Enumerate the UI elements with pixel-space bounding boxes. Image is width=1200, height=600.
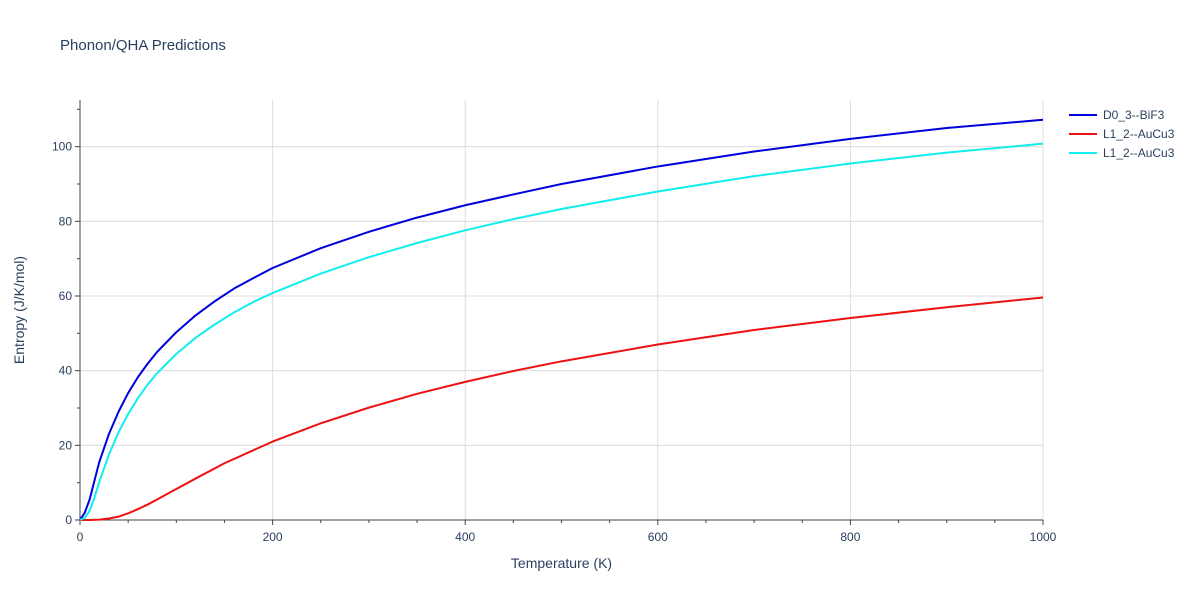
axes: 0 200 400 600 800 1000 0 20 40 60 80 100 xyxy=(52,100,1057,544)
x-axis-title: Temperature (K) xyxy=(511,555,612,571)
chart-title: Phonon/QHA Predictions xyxy=(60,37,226,54)
y-tick-label: 100 xyxy=(52,140,72,154)
y-tick-label: 20 xyxy=(59,438,73,452)
x-tick-label: 600 xyxy=(648,530,668,544)
legend-label: L1_2--AuCu3 xyxy=(1103,127,1175,141)
y-tick-label: 0 xyxy=(65,513,72,527)
series-line-3 xyxy=(79,142,1044,521)
legend-item-1[interactable]: D0_3--BiF3 xyxy=(1069,108,1165,122)
legend-label: L1_2--AuCu3 xyxy=(1103,146,1175,160)
legend-label: D0_3--BiF3 xyxy=(1103,108,1165,122)
legend-item-3[interactable]: L1_2--AuCu3 xyxy=(1069,146,1175,160)
series-layer xyxy=(79,118,1044,521)
y-axis-title: Entropy (J/K/mol) xyxy=(11,256,27,364)
series-line-2 xyxy=(80,296,1044,521)
y-tick-label: 80 xyxy=(59,214,73,228)
x-tick-label: 0 xyxy=(77,530,84,544)
grid-lines xyxy=(80,100,1044,520)
y-tick-label: 40 xyxy=(59,364,73,378)
x-tick-label: 200 xyxy=(263,530,283,544)
series-line-1 xyxy=(79,118,1044,521)
y-tick-label: 60 xyxy=(59,289,73,303)
legend[interactable]: D0_3--BiF3 L1_2--AuCu3 L1_2--AuCu3 xyxy=(1069,108,1175,160)
legend-item-2[interactable]: L1_2--AuCu3 xyxy=(1069,127,1175,141)
x-tick-label: 1000 xyxy=(1030,530,1057,544)
x-tick-label: 800 xyxy=(840,530,860,544)
x-tick-label: 400 xyxy=(455,530,475,544)
